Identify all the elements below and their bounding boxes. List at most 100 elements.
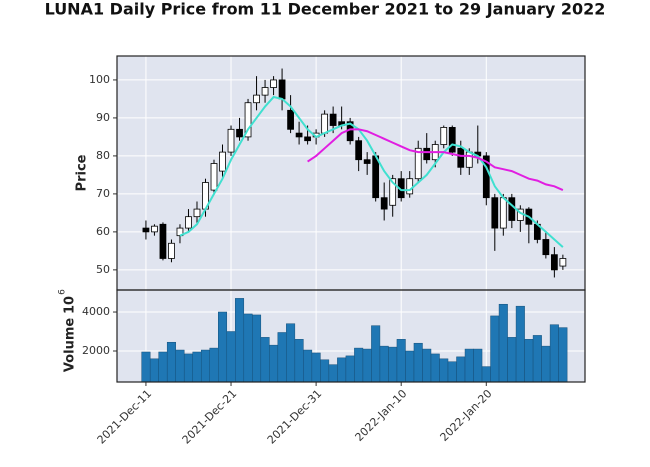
chart-title: LUNA1 Daily Price from 11 December 2021 … [45,0,606,19]
volume-offset-exponent: 6 [58,289,68,295]
volume-bar [209,347,219,383]
volume-bar [294,339,304,383]
price-panel [117,56,585,290]
volume-bar [558,327,568,383]
candle-body [414,147,422,180]
candle-body [236,128,243,138]
candle-body [363,159,371,164]
candle-body [440,127,448,145]
volume-bar [175,349,185,383]
y-tick-label: 90 [96,111,110,124]
moving-average-line [307,128,564,192]
volume-bar [320,359,330,383]
volume-bar [200,349,210,383]
candle-body [329,113,337,126]
volume-bar [464,348,474,383]
candle-body [550,254,558,271]
volume-bar [328,364,338,383]
candle-body [287,109,294,130]
volume-bar [490,315,500,383]
volume-bar [524,339,534,383]
candle-body [423,147,431,161]
candle-body [261,87,269,96]
volume-bar [354,347,364,383]
volume-bar [277,332,287,383]
candle-body [448,127,456,153]
volume-bar [149,358,159,383]
volume-bar [192,351,202,383]
moving-average-line [179,95,564,248]
candle-body [457,147,465,168]
volume-frame [116,289,586,383]
candle-body [304,136,311,142]
volume-bar [507,337,517,383]
candle-body [542,239,550,256]
volume-axis-label: Volume [63,318,78,373]
y-tick-label: 70 [96,187,110,200]
candle-body [380,197,388,210]
candle-body [372,155,380,199]
volume-bar [166,341,176,383]
candle-body [142,227,150,233]
volume-bar [235,298,245,383]
volume-bar [498,303,508,383]
candle-body [482,155,490,199]
volume-bar [549,324,559,383]
candle-body [185,216,192,229]
candle-body [355,140,363,161]
volume-tick-label: 2000 [82,344,110,357]
candle-body [389,178,397,206]
candle-body [278,79,286,100]
volume-bar [413,342,423,383]
volume-bar [473,348,483,383]
volume-bar [371,325,381,383]
x-tick-label: 2022-Jan-20 [438,387,495,444]
candle-body [499,197,507,229]
y-tick-label: 100 [89,73,110,86]
volume-bar [456,356,466,383]
volume-bar [243,313,253,383]
volume-bar [141,351,151,383]
volume-bar [439,358,449,383]
volume-bar [541,345,551,383]
candle-body [270,79,277,88]
volume-bar [226,331,236,383]
x-tick-label: 2021-Dec-21 [180,387,240,447]
volume-bar [430,353,440,383]
candle-body [559,258,567,267]
volume-bar [183,353,193,383]
volume-bar [422,348,432,383]
volume-bar [379,345,389,383]
candle-body [406,178,414,195]
volume-bar [337,357,347,383]
volume-bar [345,355,355,383]
volume-bar [218,311,228,383]
candle-body [193,208,201,218]
volume-bar [269,344,279,383]
volume-bar [447,361,457,383]
candle-body [491,197,499,229]
volume-bar [252,314,262,383]
volume-bar [303,349,313,383]
candle-body [219,151,226,172]
volume-bar [260,337,270,383]
volume-bar [396,339,406,383]
candle-body [321,113,329,134]
volume-bar [481,366,491,383]
y-tick-label: 60 [96,225,110,238]
x-tick-label: 2021-Dec-11 [95,387,155,447]
candle-body [210,163,218,191]
volume-bar [515,305,525,383]
candle-body [244,102,252,138]
candle-body [465,151,473,168]
candle-body [508,197,516,221]
candle-body [159,223,167,259]
volume-bar [158,351,168,383]
volume-bar [388,346,398,383]
y-axis-label: Price [75,154,90,191]
y-tick-label: 80 [96,149,110,162]
volume-bar [532,335,542,383]
volume-bar [286,323,296,383]
candle-body [151,225,158,233]
volume-bar [405,350,415,383]
